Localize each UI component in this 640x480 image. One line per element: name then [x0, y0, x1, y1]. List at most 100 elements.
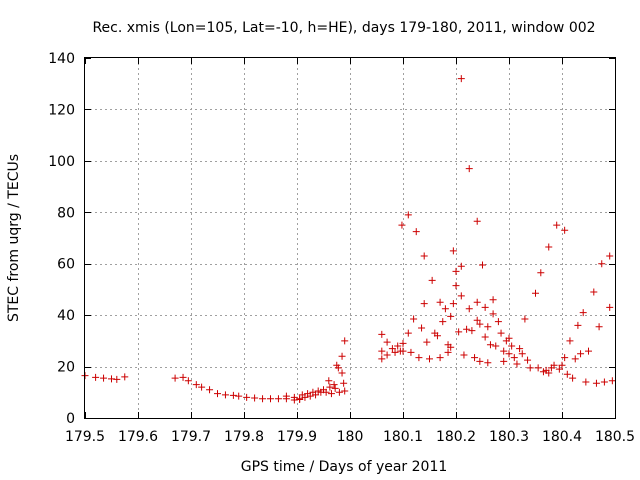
data-point — [436, 298, 444, 306]
x-tick-label: 180.1 — [383, 429, 423, 445]
data-point — [537, 269, 545, 277]
data-point — [481, 333, 489, 341]
data-point — [423, 338, 431, 346]
data-point — [108, 375, 115, 383]
data-point — [327, 390, 335, 398]
data-point — [516, 345, 524, 353]
data-point — [492, 342, 500, 350]
data-point — [598, 260, 606, 268]
data-point — [221, 391, 229, 399]
data-point — [235, 392, 243, 400]
data-point — [563, 370, 571, 378]
chart-title: Rec. xmis (Lon=105, Lat=-10, h=HE), days… — [92, 20, 595, 36]
data-point — [383, 338, 391, 346]
data-point — [473, 316, 481, 324]
data-point — [457, 75, 465, 83]
data-point — [192, 381, 200, 389]
x-axis-label: GPS time / Days of year 2011 — [241, 459, 448, 475]
data-point — [312, 391, 320, 399]
data-point — [214, 390, 221, 398]
data-point — [592, 379, 600, 387]
data-point — [378, 355, 386, 363]
y-tick-label: 20 — [57, 360, 75, 376]
data-points — [81, 75, 616, 404]
data-point — [198, 383, 206, 391]
data-point — [415, 354, 423, 362]
y-tick-label: 80 — [57, 205, 75, 221]
y-tick-label: 40 — [57, 308, 75, 324]
data-point — [505, 334, 513, 342]
data-point — [447, 343, 455, 351]
data-point — [444, 348, 452, 356]
data-point — [436, 354, 444, 362]
data-point — [508, 342, 516, 350]
data-point — [410, 315, 418, 323]
data-point — [398, 221, 406, 229]
y-tick-label: 100 — [48, 154, 75, 170]
data-point — [325, 377, 333, 385]
data-point — [465, 165, 473, 173]
data-point — [558, 361, 566, 369]
data-point — [489, 310, 497, 318]
data-point — [463, 325, 471, 333]
x-tick-label: 179.9 — [277, 429, 317, 445]
data-point — [473, 217, 481, 225]
data-point — [473, 298, 481, 306]
data-point — [486, 341, 494, 349]
data-point — [338, 352, 346, 360]
data-point — [479, 261, 486, 269]
data-point — [510, 354, 518, 362]
data-point — [550, 361, 558, 369]
y-tick-label: 60 — [57, 257, 75, 273]
data-point — [404, 329, 412, 337]
data-point — [518, 350, 526, 358]
data-point — [513, 360, 521, 368]
data-point — [569, 374, 577, 382]
data-point — [404, 211, 412, 219]
data-point — [460, 351, 468, 359]
data-point — [391, 348, 399, 356]
data-point — [468, 327, 476, 335]
data-point — [399, 339, 407, 347]
data-point — [412, 228, 420, 236]
data-point — [330, 381, 338, 389]
data-point — [532, 289, 539, 297]
data-point — [457, 262, 465, 270]
data-point — [577, 350, 585, 358]
data-point — [121, 373, 129, 381]
data-point — [229, 391, 237, 399]
data-point — [606, 252, 614, 260]
data-point — [399, 347, 407, 355]
data-point — [100, 374, 108, 382]
data-point — [484, 323, 492, 331]
x-tick-label: 180.5 — [595, 429, 635, 445]
data-point — [326, 383, 334, 391]
data-point — [179, 373, 187, 381]
data-point — [259, 395, 267, 403]
data-point — [206, 386, 214, 394]
data-point — [290, 396, 298, 404]
data-point — [526, 364, 534, 372]
data-point — [113, 375, 121, 383]
data-point — [383, 351, 391, 359]
data-point — [428, 276, 436, 284]
data-point — [394, 342, 402, 350]
data-point — [378, 347, 386, 355]
data-point — [322, 388, 330, 396]
data-point — [433, 332, 441, 340]
data-point — [585, 347, 592, 355]
data-point — [331, 384, 339, 392]
data-point — [452, 282, 460, 290]
data-point — [534, 364, 542, 372]
data-point — [476, 320, 484, 328]
data-point — [420, 252, 428, 260]
data-point — [449, 300, 457, 308]
data-point — [494, 318, 502, 326]
data-point — [243, 393, 251, 401]
data-point — [590, 288, 598, 296]
data-point — [388, 345, 396, 353]
y-tick-label: 140 — [48, 51, 75, 67]
data-point — [457, 292, 465, 300]
data-point — [471, 354, 479, 362]
